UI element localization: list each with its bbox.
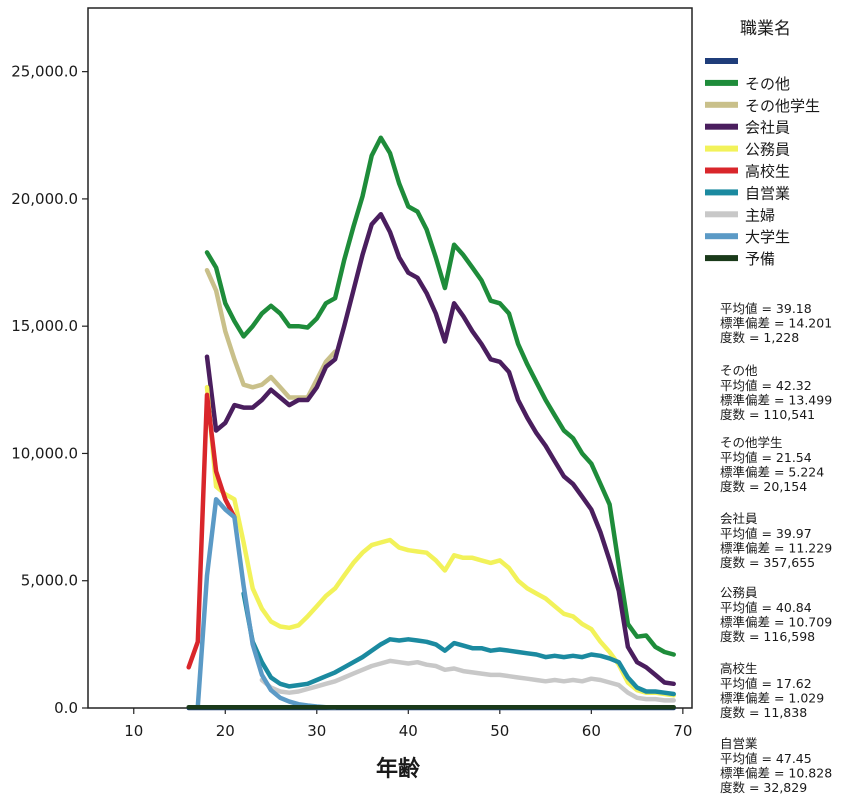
stat-group-name: 高校生: [720, 661, 758, 676]
stat-line: 度数 = 357,655: [720, 555, 815, 570]
legend-swatch-0: [705, 58, 738, 64]
legend-swatch-8: [705, 233, 738, 240]
legend-swatch-6: [705, 189, 738, 196]
series-line-5: [186, 392, 237, 670]
stat-line: 度数 = 110,541: [720, 407, 815, 422]
stat-line: 標準偏差 = 10.828: [720, 766, 832, 781]
legend-label-4: 公務員: [745, 141, 790, 159]
stat-line: 平均値 = 17.62: [720, 676, 812, 691]
legend-swatch-9: [705, 255, 738, 262]
legend-swatch-7: [705, 211, 738, 218]
stat-line: 度数 = 20,154: [720, 479, 807, 494]
stat-line: 平均値 = 39.18: [720, 301, 812, 316]
legend-label-1: その他: [745, 75, 790, 93]
plot-frame: [87, 7, 693, 709]
series-line-3: [204, 211, 676, 687]
stat-line: 度数 = 116,598: [720, 629, 815, 644]
legend-swatch-1: [705, 79, 738, 86]
stat-group-name: その他: [720, 363, 758, 378]
x-axis-label: 年齢: [376, 756, 421, 782]
legend-label-8: 大学生: [745, 228, 790, 246]
legend-label-9: 予備: [745, 250, 775, 268]
series-line-6: [241, 591, 676, 697]
legend-label-5: 高校生: [745, 163, 790, 181]
x-tick-label: 10: [124, 722, 143, 740]
stat-line: 平均値 = 47.45: [720, 751, 812, 766]
x-tick-label: 40: [399, 722, 418, 740]
stat-line: 標準偏差 = 1.029: [720, 691, 824, 706]
legend-label-2: その他学生: [745, 97, 820, 115]
series-line-2: [204, 267, 338, 400]
stat-group-name: 公務員: [720, 585, 758, 600]
stat-line: 平均値 = 42.32: [720, 378, 812, 393]
stat-line: 平均値 = 39.97: [720, 526, 812, 541]
stat-line: 度数 = 1,228: [720, 330, 799, 345]
series-line-7: [259, 658, 676, 703]
legend-label-3: 会社員: [745, 119, 790, 137]
legend-label-7: 主婦: [745, 206, 775, 224]
stat-group-name: 自営業: [720, 736, 758, 751]
y-tick-label: 0.0: [54, 699, 78, 717]
series-line-1: [204, 135, 676, 657]
stat-line: 度数 = 32,829: [720, 780, 807, 795]
x-axis: 10 20 30 40 50 60 70: [124, 708, 692, 740]
stat-line: 度数 = 11,838: [720, 705, 807, 720]
legend-title: 職業名: [740, 19, 791, 39]
y-tick-label: 25,000.0: [11, 63, 78, 81]
stat-line: 標準偏差 = 10.709: [720, 615, 832, 630]
y-tick-label: 5,000.0: [21, 572, 78, 590]
x-tick-label: 30: [307, 722, 326, 740]
stat-group-name: 会社員: [720, 511, 758, 526]
x-tick-label: 50: [490, 722, 509, 740]
x-tick-label: 60: [582, 722, 601, 740]
stat-group-name: その他学生: [720, 435, 783, 450]
stat-line: 標準偏差 = 11.229: [720, 541, 832, 556]
legend-swatch-4: [705, 145, 738, 152]
stat-line: 標準偏差 = 14.201: [720, 316, 832, 331]
legend-swatch-2: [705, 101, 738, 108]
series-line-8: [195, 497, 338, 710]
y-tick-label: 10,000.0: [11, 444, 78, 462]
y-tick-label: 15,000.0: [11, 317, 78, 335]
stat-line: 標準偏差 = 13.499: [720, 393, 832, 408]
series-layer: [186, 135, 676, 711]
legend-swatch-5: [705, 167, 738, 174]
x-tick-label: 20: [216, 722, 235, 740]
stat-line: 標準偏差 = 5.224: [720, 465, 824, 480]
series-line-4: [204, 385, 676, 698]
y-tick-label: 20,000.0: [11, 190, 78, 208]
y-axis: 0.0 5,000.0 10,000.0 15,000.0 20,000.0 25,000…: [11, 63, 88, 717]
stat-line: 平均値 = 40.84: [720, 600, 812, 615]
legend-label-6: 自営業: [745, 184, 790, 202]
stat-line: 平均値 = 21.54: [720, 450, 812, 465]
legend-swatch-3: [705, 123, 738, 130]
x-tick-label: 70: [673, 722, 692, 740]
